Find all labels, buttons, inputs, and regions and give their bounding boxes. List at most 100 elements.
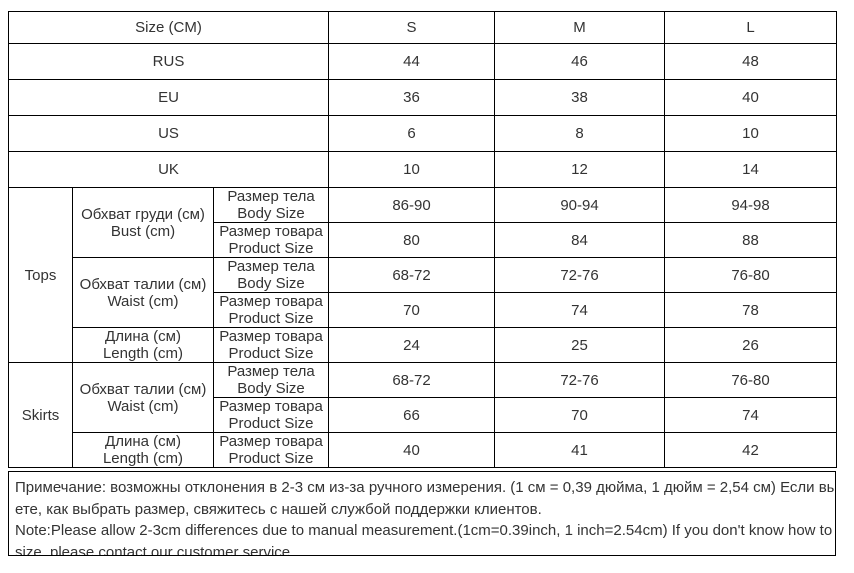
measurement-label-en: Waist (cm) [107, 397, 179, 415]
size-value: 40 [664, 79, 838, 116]
size-value: 94-98 [664, 187, 838, 223]
table-row-skirts-length-product: Длина (см) Length (cm) Размер товара Pro… [9, 432, 838, 468]
size-value: 78 [664, 292, 838, 328]
size-value: 6 [328, 115, 496, 152]
note-line: ете, как выбрать размер, свяжитесь с наш… [15, 500, 542, 518]
size-value: 72-76 [494, 362, 666, 398]
table-row-skirts-waist-product: Размер товара Product Size 66 70 74 [9, 397, 838, 433]
size-value: 88 [664, 222, 838, 258]
table-row-eu: EU 36 38 40 [7, 79, 838, 116]
size-value: 76-80 [664, 257, 838, 293]
measurement-note: Примечание: возможны отклонения в 2-3 см… [8, 471, 836, 556]
size-value: 38 [494, 79, 666, 116]
size-value: 48 [664, 43, 838, 80]
measurement-label-bust: Обхват груди (см) Bust (cm) [72, 187, 214, 258]
size-value: 8 [494, 115, 666, 152]
size-type-label: Размер тела Body Size [212, 187, 330, 223]
note-line: Примечание: возможны отклонения в 2-3 см… [15, 479, 836, 496]
size-type-label: Размер товара Product Size [212, 292, 330, 328]
size-value: 10 [664, 115, 838, 152]
size-value: 44 [328, 43, 496, 80]
size-value: 26 [664, 327, 838, 363]
size-type-ru: Размер товара [219, 293, 323, 311]
measurement-label-waist: Обхват талии (см) Waist (cm) [72, 362, 214, 433]
size-type-label: Размер товара Product Size [212, 432, 330, 468]
size-value: 40 [328, 432, 496, 468]
measurement-label-en: Waist (cm) [107, 292, 179, 310]
size-type-en: Product Size [228, 450, 314, 467]
size-value: 76-80 [664, 362, 838, 398]
size-value: 86-90 [328, 187, 496, 223]
table-row-skirts-waist-body: Skirts Обхват талии (см) Waist (cm) Разм… [8, 362, 838, 468]
size-type-en: Product Size [228, 240, 314, 257]
measurement-label-ru: Длина (см) [105, 433, 181, 451]
size-value: 42 [664, 432, 838, 468]
size-type-label: Размер тела Body Size [212, 257, 330, 293]
size-value: 41 [494, 432, 666, 468]
size-type-en: Body Size [237, 275, 305, 292]
size-chart-table: Size (CM) S M L RUS 44 46 48 EU 36 38 40… [7, 11, 838, 468]
size-header-label: Size (CM) [7, 11, 330, 44]
table-row-tops-waist-body: Обхват талии (см) Waist (cm) Размер тела… [9, 257, 838, 328]
size-value: 12 [494, 151, 666, 188]
table-row-rus: RUS 44 46 48 [7, 43, 838, 80]
size-type-ru: Размер товара [219, 433, 323, 451]
size-type-ru: Размер тела [227, 188, 315, 206]
conversion-standard-label: UK [7, 151, 330, 188]
table-row-header: Size (CM) S M L [7, 11, 838, 44]
size-type-label: Размер тела Body Size [212, 362, 330, 398]
size-value: 74 [664, 397, 838, 433]
conversion-standard-label: RUS [7, 43, 330, 80]
table-row-us: US 6 8 10 [7, 115, 838, 152]
size-value: 70 [494, 397, 666, 433]
size-column-header-l: L [664, 11, 838, 44]
table-row-tops-bust-product: Размер товара Product Size 80 84 88 [9, 222, 838, 258]
size-type-en: Body Size [237, 380, 305, 397]
size-value: 74 [494, 292, 666, 328]
conversion-standard-label: EU [7, 79, 330, 116]
size-type-en: Product Size [228, 345, 314, 362]
size-value: 68-72 [328, 257, 496, 293]
size-type-label: Размер товара Product Size [212, 222, 330, 258]
size-column-header-m: M [494, 11, 666, 44]
size-value: 24 [328, 327, 496, 363]
table-row-uk: UK 10 12 14 [7, 151, 838, 188]
measurement-label-ru: Обхват талии (см) [79, 380, 207, 398]
table-row-tops-length-product: Длина (см) Length (cm) Размер товара Pro… [9, 327, 838, 363]
size-value: 10 [328, 151, 496, 188]
size-type-en: Body Size [237, 205, 305, 222]
size-value: 66 [328, 397, 496, 433]
size-value: 25 [494, 327, 666, 363]
size-type-label: Размер товара Product Size [212, 327, 330, 363]
size-value: 70 [328, 292, 496, 328]
size-value: 72-76 [494, 257, 666, 293]
size-value: 84 [494, 222, 666, 258]
measurement-label-ru: Длина (см) [105, 328, 181, 346]
garment-group-tops: Tops [8, 187, 73, 363]
size-value: 36 [328, 79, 496, 116]
measurement-label-en: Length (cm) [102, 450, 184, 467]
size-type-ru: Размер товара [219, 223, 323, 241]
size-column-header-s: S [328, 11, 496, 44]
measurement-label-length: Длина (см) Length (cm) [72, 432, 214, 468]
size-type-ru: Размер товара [219, 328, 323, 346]
size-type-ru: Размер тела [227, 258, 315, 276]
size-value: 90-94 [494, 187, 666, 223]
garment-group-skirts: Skirts [8, 362, 73, 468]
size-value: 68-72 [328, 362, 496, 398]
table-row-tops-waist-product: Размер товара Product Size 70 74 78 [9, 292, 838, 328]
table-row-tops-bust-body: Tops Обхват груди (см) Bust (cm) Размер … [8, 187, 838, 363]
measurement-label-waist: Обхват талии (см) Waist (cm) [72, 257, 214, 328]
note-line: size, please contact our customer servic… [15, 543, 295, 556]
size-type-en: Product Size [228, 310, 314, 327]
note-line: Note:Please allow 2-3cm differences due … [15, 522, 836, 539]
size-value: 46 [494, 43, 666, 80]
size-type-ru: Размер тела [227, 363, 315, 381]
size-type-ru: Размер товара [219, 398, 323, 416]
size-value: 80 [328, 222, 496, 258]
conversion-standard-label: US [7, 115, 330, 152]
measurement-label-en: Bust (cm) [110, 222, 176, 240]
size-value: 14 [664, 151, 838, 188]
measurement-label-length: Длина (см) Length (cm) [72, 327, 214, 363]
measurement-label-ru: Обхват груди (см) [81, 205, 205, 223]
